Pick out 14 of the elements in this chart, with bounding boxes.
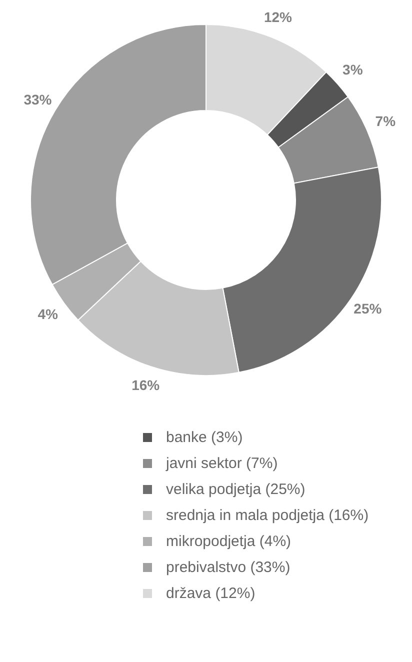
data-label: 25% <box>354 300 382 317</box>
legend-label: velika podjetja (25%) <box>166 480 306 498</box>
legend-label: prebivalstvo (33%) <box>166 558 290 576</box>
data-label: 3% <box>342 62 364 78</box>
legend-label: država (12%) <box>166 584 256 602</box>
data-label: 12% <box>264 9 293 26</box>
legend-label: javni sektor (7%) <box>166 454 278 472</box>
legend-label: banke (3%) <box>166 428 243 446</box>
legend-label: mikropodjetja (4%) <box>166 532 292 550</box>
legend-label: srednja in mala podjetja (16%) <box>166 506 369 524</box>
data-label: 33% <box>24 91 52 108</box>
data-label: 16% <box>132 376 160 393</box>
data-label: 7% <box>375 113 396 130</box>
data-label: 4% <box>38 306 59 322</box>
